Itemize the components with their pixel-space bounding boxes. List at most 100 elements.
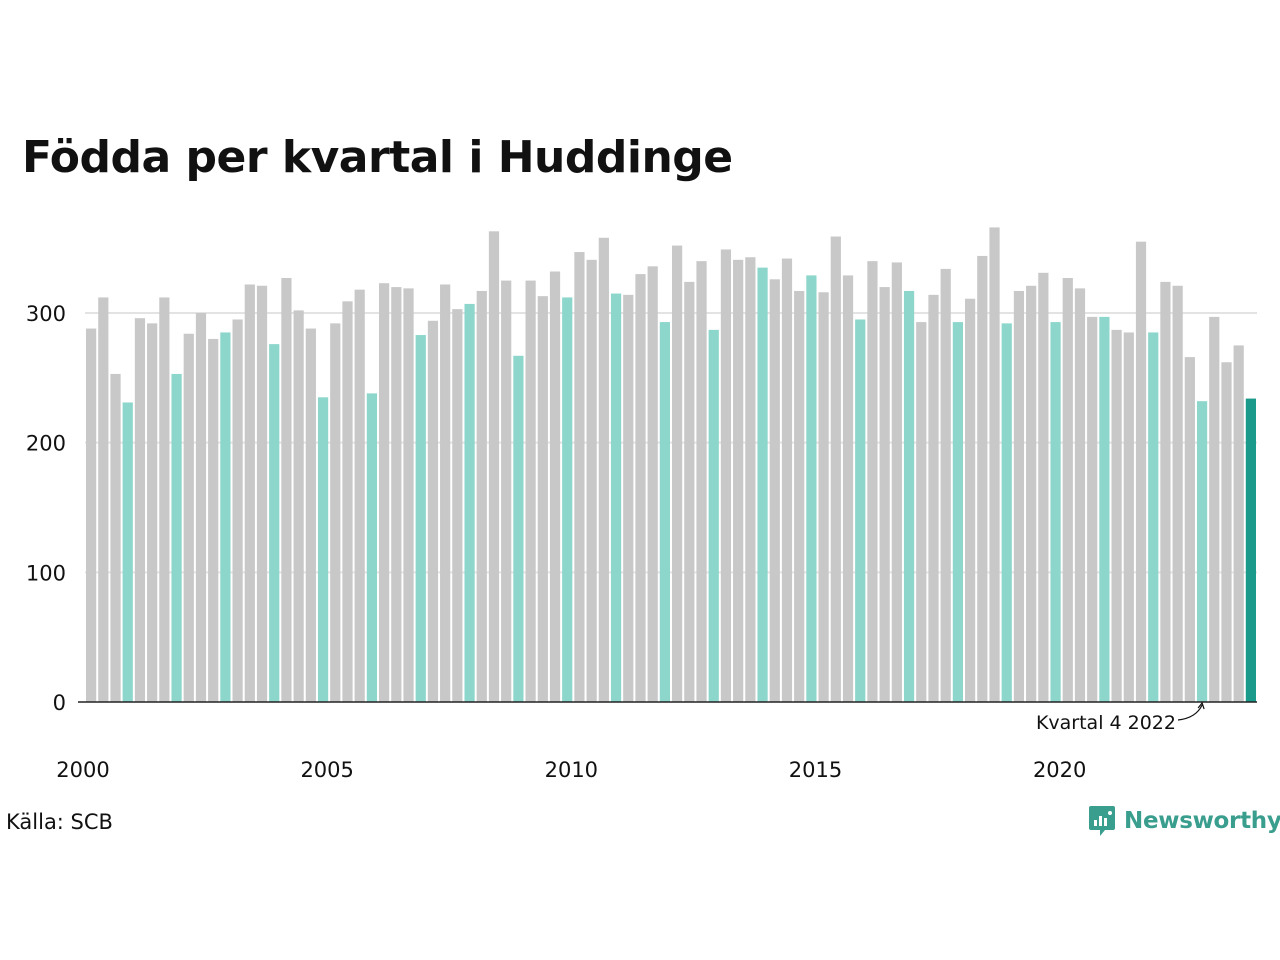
bar: 2007 K3: 303: [452, 309, 463, 702]
bar: 2022 K2: 321: [1172, 285, 1183, 702]
x-tick-label: 2020: [1033, 758, 1086, 782]
x-tick-label: 2000: [56, 758, 109, 782]
bar: 2013 K4: 335: [757, 267, 768, 702]
bar: 2006 K3: 319: [403, 288, 414, 702]
bar: 2005 K3: 318: [354, 289, 365, 702]
bar: 2016 K2: 320: [879, 287, 890, 702]
bar: 2022 K1: 324: [1160, 281, 1171, 702]
bar: 2015 K1: 316: [818, 292, 829, 702]
bar: undefined: 275: [1233, 345, 1244, 702]
bar: 2012 K1: 352: [672, 245, 683, 702]
axes: 0 100 200 300 2000 2005 2010 2015 2020: [26, 302, 1257, 782]
bar: 2013 K1: 349: [720, 249, 732, 702]
bar: 2011 K3: 336: [647, 266, 658, 702]
annotation: Kvartal 4 2022: [1036, 701, 1205, 734]
bar: 2020 K4: 297: [1099, 316, 1110, 702]
bar: 2017 K3: 334: [940, 268, 951, 702]
bar: 2011 K1: 314: [623, 294, 634, 702]
bar: 2020 K3: 297: [1087, 316, 1098, 702]
y-tick-label: 200: [26, 432, 66, 456]
bar: 2006 K4: 283: [415, 335, 426, 702]
bar: 2012 K2: 324: [684, 281, 695, 702]
bar: 2022 K4: 232: [1196, 401, 1208, 702]
bar: 2002 K1: 284: [183, 333, 194, 702]
bar: undefined: 297: [1209, 316, 1220, 702]
bar: 2002 K4: 285: [220, 332, 231, 702]
bar: 2018 K1: 311: [965, 298, 976, 702]
bar: 2016 K1: 340: [867, 261, 878, 702]
bar: 2001 K3: 312: [159, 297, 170, 702]
bar: 2019 K2: 321: [1026, 285, 1037, 702]
y-tick-label: 100: [26, 561, 66, 585]
bar: 2018 K2: 344: [977, 255, 988, 702]
bar: 2021 K3: 355: [1135, 241, 1147, 702]
bar: 2012 K3: 340: [696, 261, 707, 702]
bar: 2018 K3: 366: [989, 227, 1000, 703]
source-label: Källa: SCB: [6, 810, 113, 834]
brand-logo: Newsworthy: [1088, 804, 1280, 838]
bar: 2015 K2: 359: [830, 236, 841, 702]
annotation-arrowhead: [1197, 701, 1205, 710]
bar: 2011 K2: 330: [635, 274, 646, 702]
bar: 2019 K1: 317: [1013, 290, 1025, 702]
bar: 2012 K4: 287: [708, 329, 719, 702]
bar: 2004 K2: 302: [293, 310, 304, 702]
bar: 2009 K1: 325: [525, 280, 536, 702]
bar: 2009 K3: 332: [549, 271, 561, 702]
bar: 2009 K4: 312: [562, 297, 573, 702]
bar: 2000 K4: 231: [122, 402, 133, 702]
bar: 2005 K2: 309: [342, 301, 353, 702]
gridlines: [85, 312, 1257, 574]
newsworthy-logo-icon: [1089, 806, 1115, 836]
bar: 2010 K3: 358: [598, 237, 609, 703]
bar: 2022 K3: 266: [1184, 357, 1195, 702]
annotation-arrow: [1177, 704, 1203, 721]
y-tick-label: 300: [26, 302, 66, 326]
bar: undefined: 234: [1245, 398, 1256, 702]
bar: 2005 K1: 292: [330, 323, 341, 702]
bar: 2004 K3: 288: [305, 328, 316, 702]
bar: 2017 K4: 293: [952, 322, 963, 702]
y-tick-label: 0: [53, 691, 66, 715]
bar: 2017 K1: 293: [916, 322, 927, 702]
bar: 2004 K1: 327: [281, 277, 292, 702]
bar: 2007 K4: 307: [464, 303, 475, 702]
bar: 2015 K3: 329: [842, 275, 854, 702]
bar: 2009 K2: 313: [537, 296, 548, 702]
bars: 2000 K1: 2882000 K2: 3122000 K3: 2532000…: [86, 227, 1256, 703]
bar: 2021 K2: 285: [1123, 332, 1134, 702]
bar: 2000 K1: 288: [86, 328, 97, 702]
bar: 2001 K2: 292: [147, 323, 158, 702]
bar: 2005 K4: 238: [366, 393, 377, 702]
brand-name: Newsworthy: [1124, 808, 1280, 834]
bar: 2004 K4: 235: [317, 397, 329, 702]
bar: 2019 K4: 293: [1050, 322, 1061, 702]
bar: 2014 K3: 317: [794, 290, 805, 702]
bar: 2014 K1: 326: [769, 279, 780, 702]
bar: 2002 K2: 300: [195, 313, 207, 702]
bar: 2019 K3: 331: [1038, 272, 1049, 702]
bar: 2017 K2: 314: [928, 294, 939, 702]
x-tick-label: 2010: [545, 758, 598, 782]
bar: 2001 K4: 253: [171, 373, 182, 702]
bar: 2001 K1: 296: [134, 318, 146, 702]
bar: 2020 K2: 319: [1074, 288, 1086, 702]
bar: 2008 K4: 267: [513, 355, 524, 702]
bar: 2011 K4: 293: [659, 322, 670, 702]
bar: undefined: 262: [1221, 362, 1232, 702]
bar: 2008 K1: 317: [476, 290, 487, 702]
bar: 2006 K2: 320: [391, 287, 402, 702]
bar: 2021 K1: 287: [1111, 329, 1122, 702]
bar: 2007 K1: 294: [427, 320, 439, 702]
chart-title: Födda per kvartal i Huddinge: [22, 132, 733, 183]
x-tick-label: 2015: [789, 758, 842, 782]
bar: 2018 K4: 292: [1001, 323, 1012, 702]
bar: 2008 K3: 325: [501, 280, 512, 702]
bar: 2007 K2: 322: [440, 284, 451, 702]
bar: 2021 K4: 285: [1148, 332, 1159, 702]
